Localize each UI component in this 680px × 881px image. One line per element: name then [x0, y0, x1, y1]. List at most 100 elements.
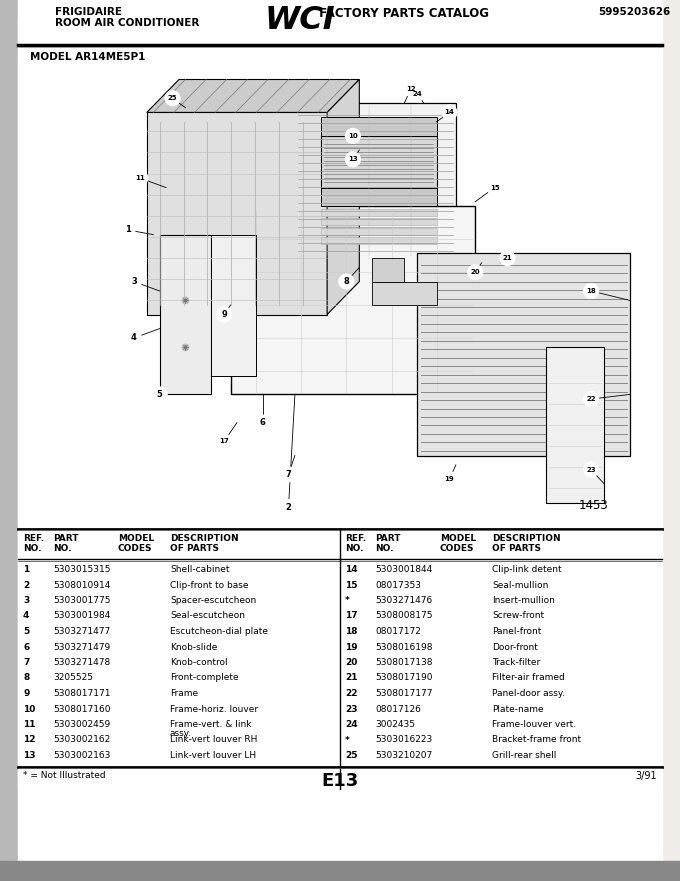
- Text: 3: 3: [23, 596, 29, 605]
- Text: Escutcheon-dial plate: Escutcheon-dial plate: [170, 627, 268, 636]
- Text: 1: 1: [23, 565, 29, 574]
- Text: DESCRIPTION
OF PARTS: DESCRIPTION OF PARTS: [492, 534, 560, 553]
- Text: Grill-rear shell: Grill-rear shell: [492, 751, 556, 760]
- Text: 5303001844: 5303001844: [375, 565, 432, 574]
- Text: ROOM AIR CONDITIONER: ROOM AIR CONDITIONER: [55, 18, 199, 28]
- Text: 23: 23: [586, 467, 596, 472]
- Text: Knob-control: Knob-control: [170, 658, 228, 667]
- Bar: [0, 861, 680, 881]
- Text: 24: 24: [412, 91, 422, 97]
- Polygon shape: [295, 103, 456, 258]
- Text: 5303271478: 5303271478: [53, 658, 110, 667]
- Text: 17: 17: [219, 439, 229, 444]
- Text: MODEL
CODES: MODEL CODES: [118, 534, 154, 553]
- Text: 3002435: 3002435: [375, 720, 415, 729]
- Circle shape: [410, 86, 425, 101]
- Text: 1: 1: [124, 226, 131, 234]
- Text: 5303015315: 5303015315: [53, 565, 110, 574]
- Circle shape: [403, 81, 418, 96]
- Text: Door-front: Door-front: [492, 642, 538, 652]
- Text: Frame: Frame: [170, 689, 198, 698]
- Text: PART
NO.: PART NO.: [53, 534, 78, 553]
- Circle shape: [281, 500, 296, 515]
- Circle shape: [152, 387, 167, 402]
- Text: Seal-mullion: Seal-mullion: [492, 581, 548, 589]
- Text: 12: 12: [23, 736, 35, 744]
- Text: 5303271477: 5303271477: [53, 627, 110, 636]
- Text: 5: 5: [157, 390, 163, 399]
- Circle shape: [126, 330, 141, 345]
- Circle shape: [583, 391, 598, 407]
- Text: DESCRIPTION
OF PARTS: DESCRIPTION OF PARTS: [170, 534, 239, 553]
- Text: 5303002163: 5303002163: [53, 751, 110, 760]
- Polygon shape: [321, 218, 437, 226]
- Bar: [18, 529, 662, 789]
- Text: 6: 6: [260, 418, 266, 427]
- Text: 5308017171: 5308017171: [53, 689, 110, 698]
- Text: 22: 22: [345, 689, 358, 698]
- Text: 13: 13: [23, 751, 35, 760]
- Circle shape: [126, 274, 141, 289]
- Text: 9: 9: [221, 310, 227, 319]
- Text: 5308017138: 5308017138: [375, 658, 432, 667]
- Text: Clip-front to base: Clip-front to base: [170, 581, 248, 589]
- Text: Shell-cabinet: Shell-cabinet: [170, 565, 230, 574]
- Text: 11: 11: [135, 175, 146, 181]
- Text: 20: 20: [471, 270, 480, 275]
- Text: 5308017160: 5308017160: [53, 705, 110, 714]
- Text: assy.: assy.: [170, 729, 192, 738]
- Text: 5303271476: 5303271476: [375, 596, 432, 605]
- Polygon shape: [321, 237, 437, 244]
- Text: Track-filter: Track-filter: [492, 658, 540, 667]
- Text: 13: 13: [348, 157, 358, 162]
- Polygon shape: [372, 282, 437, 305]
- Text: 5308016198: 5308016198: [375, 642, 432, 652]
- Text: 14: 14: [345, 565, 358, 574]
- Text: *: *: [345, 596, 350, 605]
- Text: 5303002459: 5303002459: [53, 720, 110, 729]
- Text: 3/91: 3/91: [635, 771, 657, 781]
- Text: 5303016223: 5303016223: [375, 736, 432, 744]
- Text: 5308008175: 5308008175: [375, 611, 432, 620]
- Text: 08017126: 08017126: [375, 705, 421, 714]
- Text: Panel-door assy.: Panel-door assy.: [492, 689, 565, 698]
- Text: 08017353: 08017353: [375, 581, 421, 589]
- Bar: [18, 0, 662, 43]
- Text: 5308017177: 5308017177: [375, 689, 432, 698]
- Text: FACTORY PARTS CATALOG: FACTORY PARTS CATALOG: [315, 7, 489, 20]
- Circle shape: [468, 264, 483, 279]
- Text: 2: 2: [286, 503, 292, 512]
- Polygon shape: [418, 254, 630, 455]
- Text: Filter-air framed: Filter-air framed: [492, 673, 565, 683]
- Text: 22: 22: [586, 396, 596, 402]
- Polygon shape: [546, 347, 604, 502]
- Circle shape: [182, 297, 189, 304]
- Text: 4: 4: [23, 611, 29, 620]
- Circle shape: [216, 434, 232, 449]
- Text: WCI: WCI: [265, 5, 336, 36]
- Circle shape: [133, 171, 148, 186]
- Text: 5308010914: 5308010914: [53, 581, 110, 589]
- Text: 9: 9: [23, 689, 29, 698]
- Text: 5: 5: [23, 627, 29, 636]
- Circle shape: [487, 180, 502, 195]
- Text: *: *: [345, 736, 350, 744]
- Polygon shape: [147, 79, 359, 113]
- Text: 10: 10: [23, 705, 35, 714]
- Text: 5303001775: 5303001775: [53, 596, 110, 605]
- Text: Seal-escutcheon: Seal-escutcheon: [170, 611, 245, 620]
- Circle shape: [281, 467, 296, 482]
- Text: PART
NO.: PART NO.: [375, 534, 401, 553]
- Text: Link-vert louver LH: Link-vert louver LH: [170, 751, 256, 760]
- Bar: [0, 863, 680, 881]
- Text: 18: 18: [586, 288, 596, 294]
- Text: 25: 25: [345, 751, 358, 760]
- Text: 7: 7: [286, 470, 291, 478]
- Text: Bracket-frame front: Bracket-frame front: [492, 736, 581, 744]
- Text: FRIGIDAIRE: FRIGIDAIRE: [55, 7, 122, 17]
- Text: 5303271479: 5303271479: [53, 642, 110, 652]
- Polygon shape: [231, 206, 475, 395]
- Text: 2: 2: [23, 581, 29, 589]
- Polygon shape: [372, 258, 405, 282]
- Text: 5308017190: 5308017190: [375, 673, 432, 683]
